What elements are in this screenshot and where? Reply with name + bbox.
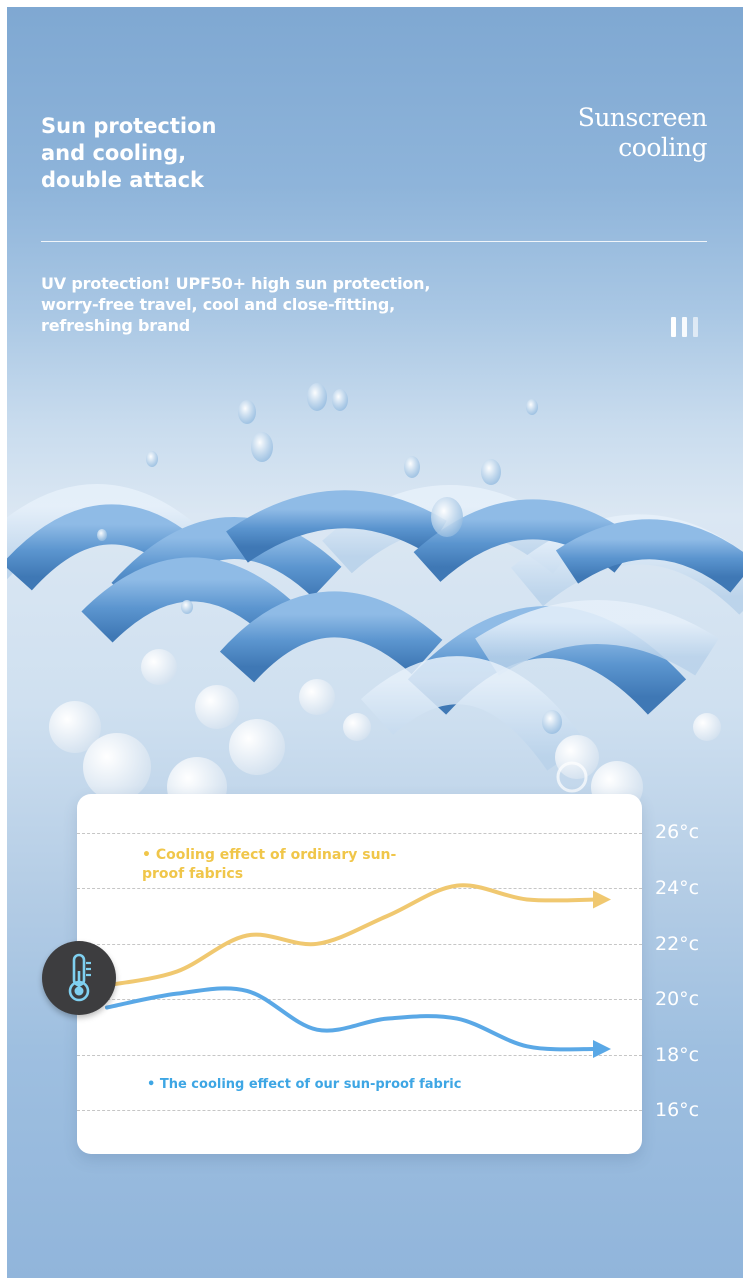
thermometer-icon xyxy=(42,941,116,1015)
description-line: worry-free travel, cool and close-fittin… xyxy=(41,295,395,314)
description-line: UV protection! UPF50+ high sun protectio… xyxy=(41,274,431,293)
product-banner: Sun protection and cooling, double attac… xyxy=(7,7,743,1278)
divider xyxy=(41,241,707,242)
y-tick-label: 26°c xyxy=(655,821,700,843)
description-line: refreshing brand xyxy=(41,316,191,335)
gridline xyxy=(77,999,642,1000)
y-tick-label: 18°c xyxy=(655,1044,700,1066)
description: UV protection! UPF50+ high sun protectio… xyxy=(41,273,481,336)
gridline xyxy=(77,833,642,834)
script-title-line: Sunscreen xyxy=(577,103,708,132)
script-title-line: cooling xyxy=(618,133,707,162)
y-tick-label: 20°c xyxy=(655,988,700,1010)
gridline xyxy=(77,1110,642,1111)
legend-ordinary-fabric: • Cooling effect of ordinary sun-proof f… xyxy=(142,847,397,882)
legend-our-fabric: • The cooling effect of our sun-proof fa… xyxy=(147,1077,462,1092)
gridline xyxy=(77,888,642,889)
script-title: Sunscreen cooling xyxy=(577,103,708,163)
vertical-bars-icon xyxy=(671,317,705,337)
y-tick-label: 16°c xyxy=(655,1099,700,1121)
headline-line: Sun protection xyxy=(41,114,217,138)
headline-line: and cooling, xyxy=(41,141,187,165)
y-tick-label: 24°c xyxy=(655,877,700,899)
fabric-coils-illustration xyxy=(7,383,743,807)
gridline xyxy=(77,1055,642,1056)
headline-line: double attack xyxy=(41,168,205,192)
y-tick-label: 22°c xyxy=(655,933,700,955)
headline: Sun protection and cooling, double attac… xyxy=(41,113,301,194)
gridline xyxy=(77,944,642,945)
